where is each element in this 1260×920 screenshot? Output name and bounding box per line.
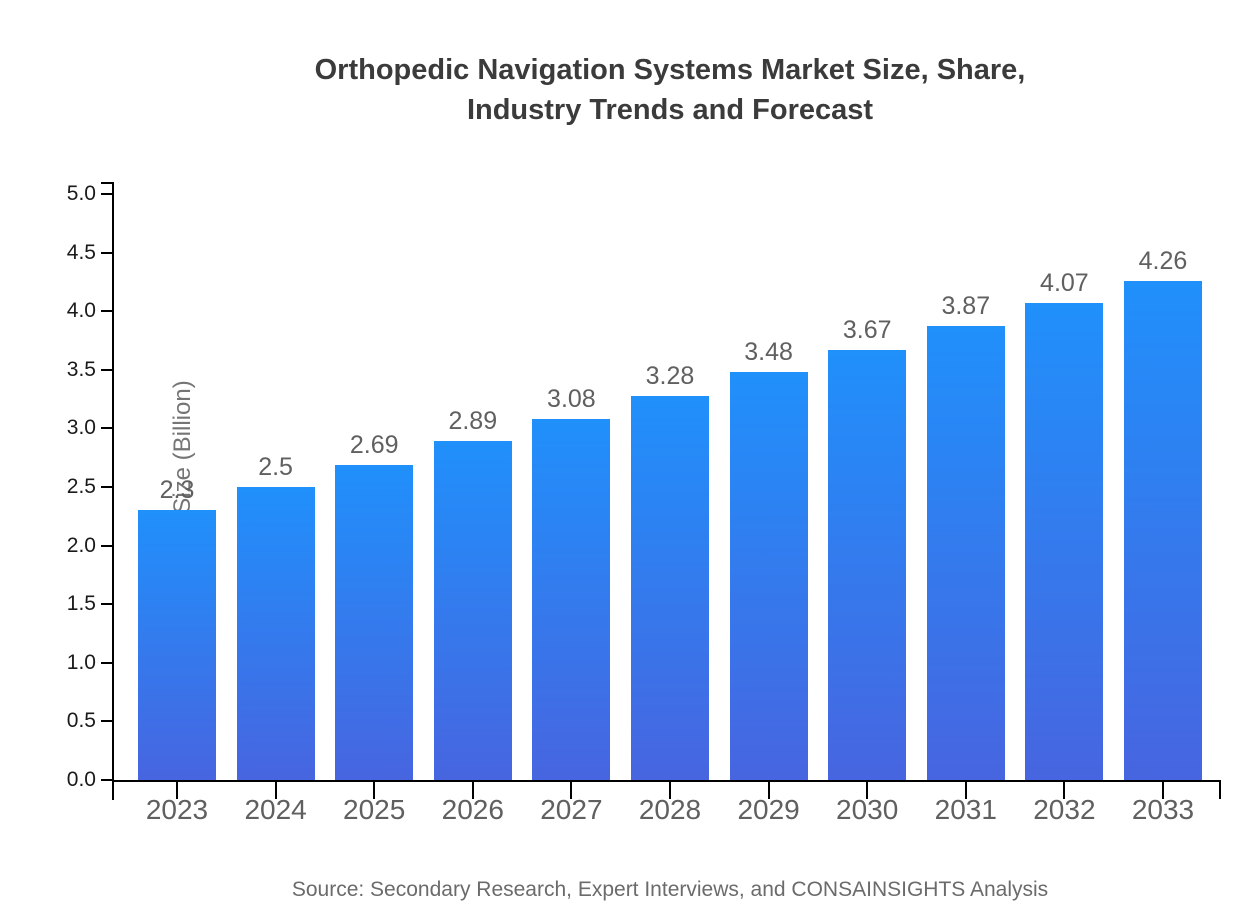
x-tick-label: 2025 bbox=[343, 794, 406, 825]
y-tick-label: 4.0 bbox=[66, 299, 96, 323]
y-tick-label: 2.5 bbox=[66, 475, 96, 498]
bar-2025 bbox=[335, 464, 414, 780]
x-axis-tick bbox=[373, 782, 376, 799]
bar-value-label: 2.3 bbox=[159, 476, 195, 505]
y-axis-tick bbox=[101, 251, 112, 254]
bar-value-label: 4.07 bbox=[1040, 268, 1089, 297]
x-axis-tick bbox=[866, 782, 869, 799]
y-tick-label: 0.0 bbox=[66, 768, 96, 791]
chart-title: Orthopedic Navigation Systems Market Siz… bbox=[80, 50, 1260, 130]
y-axis-tick bbox=[101, 193, 112, 195]
source-attribution: Source: Secondary Research, Expert Inter… bbox=[291, 878, 1049, 901]
x-tick-label: 2024 bbox=[244, 794, 307, 825]
y-axis-tick bbox=[101, 368, 112, 371]
y-tick-label: 5.0 bbox=[66, 182, 96, 205]
y-tick-label: 3.5 bbox=[66, 357, 96, 381]
bar-2032 bbox=[1025, 302, 1104, 780]
bar-value-label: 2.69 bbox=[349, 430, 399, 459]
y-axis-tick bbox=[101, 720, 112, 723]
x-axis-tick bbox=[274, 782, 277, 799]
x-axis-tick bbox=[176, 782, 178, 799]
y-axis-top-cap bbox=[101, 182, 112, 184]
x-axis-tick bbox=[964, 782, 967, 799]
y-axis-tick bbox=[101, 310, 112, 313]
x-tick-label: 2030 bbox=[836, 794, 899, 825]
x-axis-end-cap bbox=[1219, 782, 1221, 799]
y-axis-tick bbox=[101, 486, 112, 488]
y-tick-label: 1.5 bbox=[66, 592, 96, 616]
x-tick-label: 2031 bbox=[934, 794, 997, 825]
bar-2026 bbox=[433, 441, 512, 780]
bar-value-label: 3.67 bbox=[842, 315, 892, 344]
x-axis-tick bbox=[669, 782, 671, 799]
x-axis-tick bbox=[767, 782, 770, 799]
y-axis-tick bbox=[101, 544, 112, 547]
y-tick-label: 3.0 bbox=[66, 416, 96, 440]
bar-2027 bbox=[532, 419, 611, 780]
chart-title-line-2: Industry Trends and Forecast bbox=[466, 94, 874, 126]
x-axis-spine bbox=[112, 780, 1221, 782]
y-axis-tick bbox=[101, 661, 112, 664]
x-tick-label: 2028 bbox=[638, 794, 702, 825]
y-tick-label: 1.0 bbox=[66, 650, 96, 674]
x-axis-tick bbox=[1162, 782, 1164, 799]
bar-value-label: 2.5 bbox=[258, 453, 293, 481]
bar-value-label: 3.87 bbox=[941, 292, 991, 321]
x-axis-tick bbox=[471, 782, 474, 799]
y-axis-tick bbox=[101, 603, 112, 606]
x-axis-tick bbox=[1063, 782, 1066, 799]
x-tick-label: 2032 bbox=[1033, 794, 1096, 825]
y-tick-label: 4.5 bbox=[66, 240, 96, 264]
y-axis-tick bbox=[101, 427, 112, 430]
x-tick-label: 2026 bbox=[441, 794, 504, 825]
bar-2028 bbox=[631, 395, 709, 780]
y-tick-label: 2.0 bbox=[66, 533, 96, 557]
bar-value-label: 3.48 bbox=[744, 338, 793, 367]
bar-2031 bbox=[926, 326, 1005, 780]
bar-2024 bbox=[236, 487, 315, 780]
x-tick-label: 2027 bbox=[540, 794, 603, 825]
bar-value-label: 3.28 bbox=[645, 361, 695, 390]
x-tick-label: 2033 bbox=[1131, 794, 1195, 825]
bar-2030 bbox=[828, 349, 907, 780]
bar-value-label: 4.26 bbox=[1138, 246, 1188, 275]
x-axis-tick bbox=[570, 782, 573, 799]
y-axis-spine bbox=[112, 182, 114, 800]
y-axis-tick bbox=[101, 779, 112, 781]
bar-value-label: 3.08 bbox=[547, 385, 596, 414]
y-tick-label: 0.5 bbox=[66, 709, 96, 733]
x-tick-label: 2023 bbox=[145, 794, 209, 825]
bar-2029 bbox=[729, 372, 808, 780]
x-tick-label: 2029 bbox=[737, 794, 800, 825]
bar-value-label: 2.89 bbox=[448, 407, 498, 436]
chart-title-line-1: Orthopedic Navigation Systems Market Siz… bbox=[314, 54, 1026, 86]
bar-2033 bbox=[1124, 280, 1202, 780]
bar-2023 bbox=[138, 510, 216, 780]
